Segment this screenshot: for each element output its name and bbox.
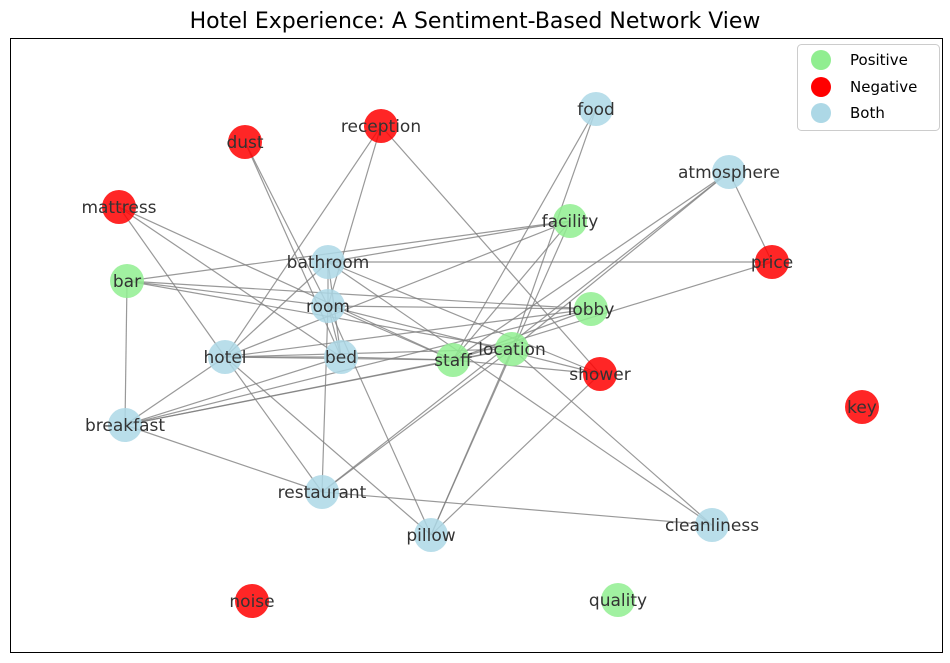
node-dust [228, 125, 262, 159]
edge-hotel-pillow [224, 356, 432, 536]
edge-room-restaurant [321, 305, 329, 493]
node-label-cleanliness: cleanliness [665, 516, 759, 536]
edge-bar-breakfast [124, 280, 128, 426]
edge-location-pillow [430, 348, 513, 536]
edge-shower-pillow [430, 373, 601, 536]
node-hotel [208, 340, 242, 374]
node-label-lobby: lobby [568, 300, 615, 320]
node-label-breakfast: breakfast [85, 416, 165, 436]
node-label-staff: staff [434, 351, 473, 371]
node-quality [601, 583, 635, 617]
edge-restaurant-cleanliness [321, 491, 713, 526]
edge-reception-hotel [224, 125, 382, 358]
edge-facility-bathroom [327, 220, 571, 263]
legend-marker-both [811, 103, 831, 123]
edge-lobby-hotel [224, 308, 592, 358]
node-label-shower: shower [569, 365, 630, 385]
edge-reception-shower [380, 125, 601, 375]
node-restaurant [305, 475, 339, 509]
node-staff [436, 343, 470, 377]
edge-bathroom-cleanliness [327, 261, 713, 526]
edge-food-staff [452, 108, 597, 361]
edge-hotel-restaurant [224, 356, 323, 493]
node-key [845, 390, 879, 424]
node-bed [324, 340, 358, 374]
edge-breakfast-restaurant [124, 424, 323, 493]
legend: Positive Negative Both [797, 44, 940, 131]
labels-layer: food reception dust atmosphere mattress facil… [81, 100, 876, 612]
node-bar [110, 264, 144, 298]
node-label-hotel: hotel [203, 348, 246, 368]
edge-bathroom-hotel [224, 261, 329, 358]
node-cleanliness [695, 508, 729, 542]
node-label-quality: quality [589, 591, 647, 611]
edge-staff-breakfast [124, 359, 454, 426]
legend-marker-negative [811, 77, 831, 97]
node-label-price: price [751, 253, 793, 273]
edge-lobby-staff [452, 308, 592, 361]
node-room [311, 289, 345, 323]
node-label-pillow: pillow [406, 526, 455, 546]
edge-bar-room [126, 280, 329, 307]
edge-facility-hotel [224, 220, 571, 358]
node-label-noise: noise [229, 592, 274, 612]
node-label-bed: bed [325, 348, 357, 368]
diagram-title: Hotel Experience: A Sentiment-Based Netw… [190, 9, 761, 34]
edge-lobby-breakfast [124, 308, 592, 426]
node-lobby [574, 292, 608, 326]
edges-layer [118, 108, 773, 536]
edge-hotel-breakfast [124, 356, 226, 426]
legend-label-positive: Positive [850, 51, 908, 69]
node-label-restaurant: restaurant [278, 483, 367, 503]
node-breakfast [108, 408, 142, 442]
node-label-bathroom: bathroom [287, 253, 370, 273]
node-reception [364, 109, 398, 143]
nodes-layer [102, 92, 879, 618]
node-facility [553, 204, 587, 238]
edge-bed-breakfast [124, 356, 342, 426]
node-label-room: room [306, 297, 350, 317]
edge-mattress-bed [118, 206, 342, 358]
edge-bar-lobby [126, 280, 592, 310]
node-price [755, 245, 789, 279]
edge-facility-bar [126, 220, 571, 282]
legend-box [797, 44, 940, 131]
edge-food-location [511, 108, 597, 350]
plot-frame [10, 38, 943, 653]
node-label-food: food [577, 100, 615, 120]
node-label-reception: reception [341, 117, 421, 137]
node-bathroom [311, 245, 345, 279]
node-pillow [414, 518, 448, 552]
node-label-dust: dust [226, 133, 263, 153]
node-noise [235, 584, 269, 618]
node-label-atmosphere: atmosphere [678, 163, 780, 183]
edge-bathroom-shower [327, 261, 601, 375]
node-atmosphere [712, 155, 746, 189]
edge-atmosphere-staff [452, 171, 730, 361]
node-label-location: location [478, 340, 545, 360]
node-location [495, 332, 529, 366]
node-label-facility: facility [542, 212, 599, 232]
legend-label-both: Both [850, 104, 885, 122]
edge-reception-room [327, 125, 382, 307]
legend-label-negative: Negative [850, 78, 917, 96]
node-food [579, 92, 613, 126]
legend-marker-positive [811, 50, 831, 70]
edge-room-lobby [327, 305, 592, 310]
node-label-mattress: mattress [81, 198, 156, 218]
edge-facility-staff [452, 220, 571, 361]
node-label-key: key [847, 398, 877, 418]
edge-dust-room [244, 141, 329, 307]
edge-atmosphere-restaurant [321, 171, 730, 493]
edge-mattress-hotel [118, 206, 226, 358]
edge-staff-shower [452, 359, 601, 375]
node-label-bar: bar [113, 272, 141, 292]
edge-bed-staff [340, 356, 454, 361]
node-shower [583, 357, 617, 391]
edge-location-cleanliness [511, 348, 713, 526]
node-mattress [102, 190, 136, 224]
